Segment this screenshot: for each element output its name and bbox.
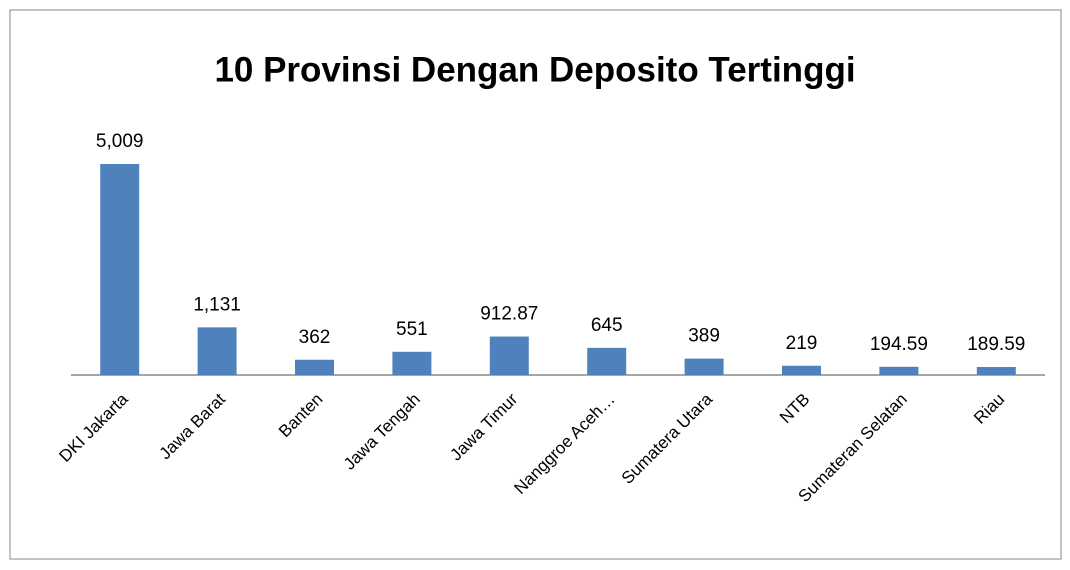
bar bbox=[489, 336, 529, 375]
bar bbox=[782, 365, 821, 375]
bar bbox=[976, 367, 1016, 375]
value-label: 219 bbox=[786, 333, 818, 354]
bar bbox=[879, 366, 919, 375]
value-label: 362 bbox=[299, 327, 331, 348]
bar bbox=[392, 351, 432, 375]
value-label: 189.59 bbox=[967, 334, 1025, 355]
bar bbox=[684, 358, 724, 375]
chart-title: 10 Provinsi Dengan Deposito Tertinggi bbox=[214, 50, 855, 89]
bar bbox=[197, 327, 237, 375]
chart-frame bbox=[9, 9, 1062, 560]
bar bbox=[587, 347, 627, 375]
bar bbox=[295, 359, 334, 375]
value-label: 194.59 bbox=[870, 334, 928, 355]
value-label: 551 bbox=[396, 319, 428, 340]
value-label: 1,131 bbox=[193, 294, 241, 315]
bar bbox=[100, 164, 140, 375]
value-label: 5,009 bbox=[96, 131, 144, 152]
value-label: 912.87 bbox=[480, 304, 538, 325]
value-label: 645 bbox=[591, 315, 623, 336]
value-label: 389 bbox=[688, 326, 720, 347]
